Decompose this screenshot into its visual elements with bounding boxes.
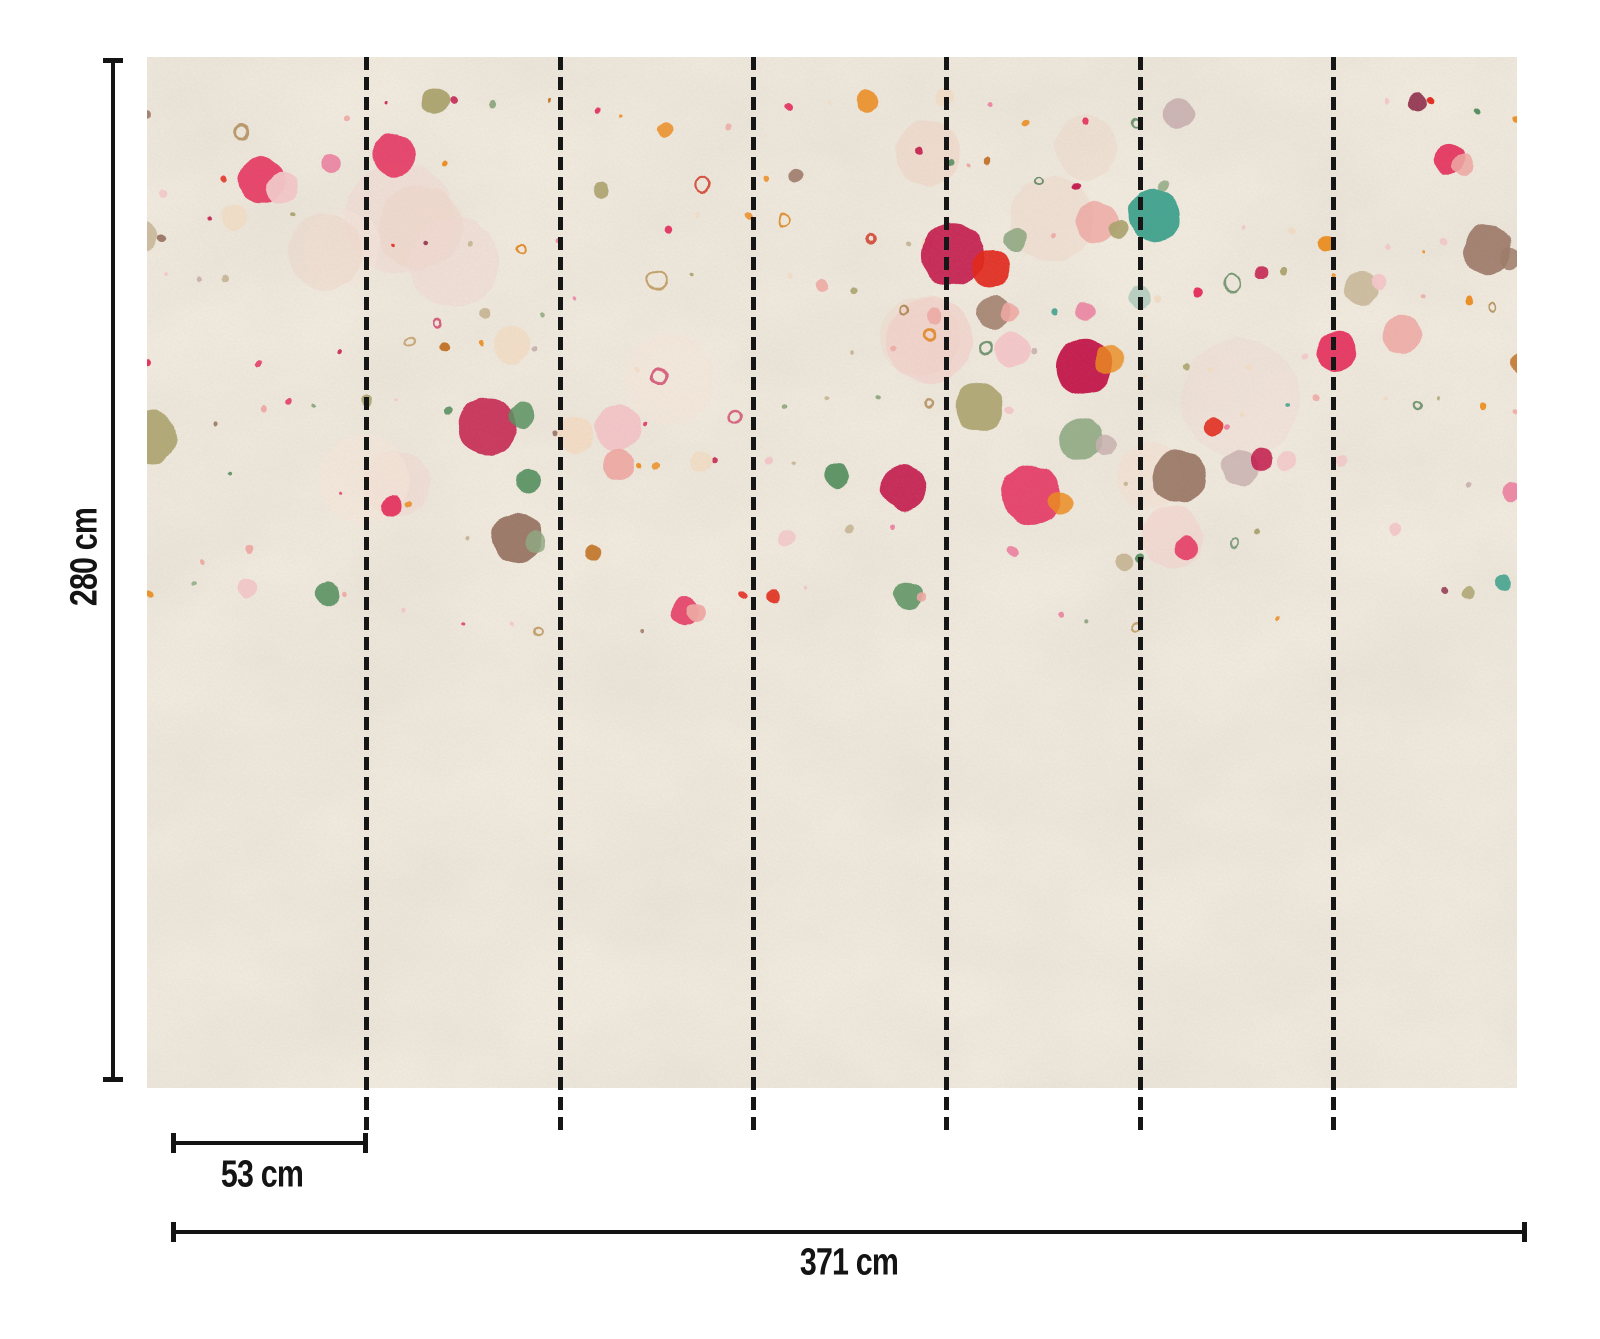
- height-dimension-bottom-cap: [103, 1077, 123, 1082]
- panel-width-right-cap: [363, 1133, 368, 1153]
- panel-seam-line: [751, 57, 756, 1130]
- height-dimension-top-cap: [103, 58, 123, 63]
- panel-seam-line: [1138, 57, 1143, 1130]
- panel-seam-line: [1331, 57, 1336, 1130]
- total-width-dimension-line: [173, 1230, 1525, 1234]
- panel-width-dimension-label: 53 cm: [220, 1153, 304, 1196]
- total-width-dimension-label: 371 cm: [799, 1241, 899, 1284]
- total-width-right-cap: [1522, 1222, 1527, 1242]
- wallpaper-mural-preview: [147, 57, 1517, 1088]
- panel-seam-line: [558, 57, 563, 1130]
- height-dimension-line: [111, 58, 115, 1082]
- panel-seam-line: [944, 57, 949, 1130]
- total-width-left-cap: [171, 1222, 176, 1242]
- panel-width-dimension-line: [173, 1141, 366, 1145]
- panel-seam-line: [364, 57, 369, 1130]
- wallpaper-artwork: [147, 57, 1517, 1088]
- height-dimension-label: 280 cm: [63, 507, 106, 607]
- panel-width-left-cap: [171, 1133, 176, 1153]
- paper-grain: [147, 57, 1517, 1088]
